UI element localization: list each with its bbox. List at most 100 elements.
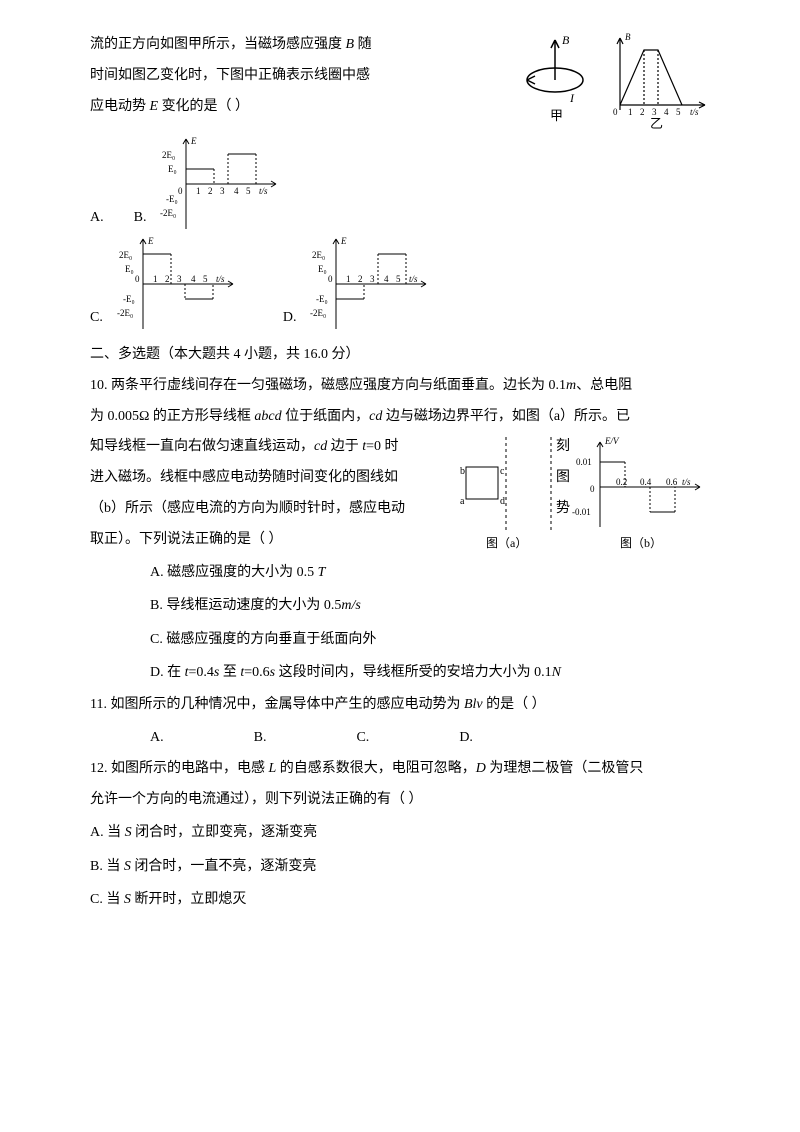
svg-text:0.4: 0.4 xyxy=(640,477,652,487)
svg-text:-E₀: -E₀ xyxy=(316,294,328,304)
svg-text:2E₀: 2E₀ xyxy=(162,150,175,160)
float-char: 势 xyxy=(556,494,570,525)
svg-text:-2E₀: -2E₀ xyxy=(117,308,133,318)
q9-graph-B: E 2E₀ E₀ 0 -E₀ -2E₀ 12345 t/s xyxy=(156,134,286,234)
q11-opt-B[interactable]: B. xyxy=(254,721,267,755)
label-B: B xyxy=(562,33,570,47)
float-char: 图 xyxy=(556,463,570,494)
q10-line6: 取正）。下列说法正确的是（ ） xyxy=(90,525,448,556)
q12-line2: 允许一个方向的电流通过），则下列说法正确的有（ ） xyxy=(90,785,710,816)
svg-text:B: B xyxy=(625,32,631,42)
svg-text:1: 1 xyxy=(346,274,351,284)
q9-fig-jia-zi: B I 甲 B 0 1 2 3 4 5 t/s 乙 xyxy=(510,30,710,130)
q10-line1: 10. 两条平行虚线间存在一匀强磁场，磁感应强度方向与纸面垂直。边长为 0.1m… xyxy=(90,371,710,402)
svg-text:E: E xyxy=(340,236,347,246)
svg-text:5: 5 xyxy=(203,274,208,284)
q10-line4: 进入磁场。线框中感应电动势随时间变化的图线如 xyxy=(90,463,448,494)
q11-stem: 11. 如图所示的几种情况中，金属导体中产生的感应电动势为 Blv 的是（ ） xyxy=(90,690,710,721)
q10-figures: bc ad 图（a） 刻 图 势 xyxy=(456,432,710,552)
q10: 10. 两条平行虚线间存在一匀强磁场，磁感应强度方向与纸面垂直。边长为 0.1m… xyxy=(90,371,710,690)
svg-text:E₀: E₀ xyxy=(168,164,177,174)
svg-text:c: c xyxy=(500,466,505,477)
q9-line1: 流的正方向如图甲所示，当磁场感应强度 B 随 xyxy=(90,30,502,61)
q12-opt-A[interactable]: A. 当 S 闭合时，立即变亮，逐渐变亮 xyxy=(90,816,710,850)
svg-text:-E₀: -E₀ xyxy=(166,194,178,204)
q12-opt-B[interactable]: B. 当 S 闭合时，一直不亮，逐渐变亮 xyxy=(90,850,710,884)
float-char: 刻 xyxy=(556,432,570,463)
q9-opt-B[interactable]: B. xyxy=(134,203,147,234)
svg-text:t/s: t/s xyxy=(259,186,268,196)
svg-text:4: 4 xyxy=(664,107,669,117)
svg-text:0: 0 xyxy=(135,274,140,284)
svg-text:4: 4 xyxy=(191,274,196,284)
var-B: B xyxy=(346,37,355,52)
q11-opt-C[interactable]: C. xyxy=(356,721,369,755)
svg-text:2: 2 xyxy=(165,274,170,284)
svg-text:E₀: E₀ xyxy=(125,264,134,274)
q12: 12. 如图所示的电路中，电感 L 的自感系数很大，电阻可忽略，D 为理想二极管… xyxy=(90,754,710,916)
q9-line3: 应电动势 E 变化的是（ ） xyxy=(90,92,502,123)
q11-opt-D[interactable]: D. xyxy=(459,721,473,755)
svg-text:E: E xyxy=(190,136,197,146)
svg-text:5: 5 xyxy=(676,107,681,117)
q9-graph-C: E 2E₀ E₀ 0 -E₀ -2E₀ 12345 t/s xyxy=(113,234,243,334)
svg-text:d: d xyxy=(500,496,505,507)
svg-text:1: 1 xyxy=(628,107,633,117)
t: 随 xyxy=(354,37,372,52)
svg-text:4: 4 xyxy=(384,274,389,284)
svg-text:-E₀: -E₀ xyxy=(123,294,135,304)
svg-text:E: E xyxy=(147,236,154,246)
svg-text:a: a xyxy=(460,496,465,507)
q9-stem: 流的正方向如图甲所示，当磁场感应强度 B 随 时间如图乙变化时，下图中正确表示线… xyxy=(90,30,710,130)
t: 变化的是（ ） xyxy=(158,99,249,114)
q10-opt-B[interactable]: B. 导线框运动速度的大小为 0.5m/s xyxy=(150,589,710,623)
q10-opt-D[interactable]: D. 在 t=0.4s 至 t=0.6s 这段时间内，导线框所受的安培力大小为 … xyxy=(150,656,710,690)
svg-text:4: 4 xyxy=(234,186,239,196)
svg-text:0.6: 0.6 xyxy=(666,477,678,487)
svg-text:3: 3 xyxy=(220,186,225,196)
q9-text: 流的正方向如图甲所示，当磁场感应强度 B 随 时间如图乙变化时，下图中正确表示线… xyxy=(90,30,502,122)
svg-text:图（a）: 图（a） xyxy=(486,536,527,550)
q10-opt-A[interactable]: A. 磁感应强度的大小为 0.5 T xyxy=(150,556,710,590)
q10-line2: 为 0.005Ω 的正方形导线框 abcd 位于纸面内，cd 边与磁场边界平行，… xyxy=(90,402,710,433)
svg-text:3: 3 xyxy=(370,274,375,284)
svg-text:t/s: t/s xyxy=(682,477,691,487)
svg-text:E₀: E₀ xyxy=(318,264,327,274)
svg-text:5: 5 xyxy=(246,186,251,196)
q9-line2: 时间如图乙变化时，下图中正确表示线圈中感 xyxy=(90,61,502,92)
svg-text:-2E₀: -2E₀ xyxy=(310,308,326,318)
t: 应电动势 xyxy=(90,99,150,114)
q10-line5: （b）所示（感应电流的方向为顺时针时，感应电动 xyxy=(90,494,448,525)
svg-text:0: 0 xyxy=(590,484,595,494)
section-2-heading: 二、多选题（本大题共 4 小题，共 16.0 分） xyxy=(90,340,710,371)
q9-options: A. B. E 2E₀ E₀ 0 -E₀ -2E₀ xyxy=(90,134,710,334)
label-jia: 甲 xyxy=(550,108,563,123)
svg-text:E/V: E/V xyxy=(604,436,620,446)
q11-opt-A[interactable]: A. xyxy=(150,721,164,755)
svg-text:-2E₀: -2E₀ xyxy=(160,208,176,218)
q12-line1: 12. 如图所示的电路中，电感 L 的自感系数很大，电阻可忽略，D 为理想二极管… xyxy=(90,754,710,785)
q9-opt-A[interactable]: A. xyxy=(90,203,104,234)
svg-text:0.01: 0.01 xyxy=(576,457,592,467)
svg-text:图（b）: 图（b） xyxy=(620,536,662,550)
svg-text:0: 0 xyxy=(328,274,333,284)
svg-text:t/s: t/s xyxy=(409,274,418,284)
svg-text:0: 0 xyxy=(178,186,183,196)
svg-text:t/s: t/s xyxy=(216,274,225,284)
svg-text:t/s: t/s xyxy=(690,107,699,117)
svg-text:1: 1 xyxy=(153,274,158,284)
svg-text:2: 2 xyxy=(208,186,213,196)
svg-text:乙: 乙 xyxy=(650,116,663,130)
q10-opt-C[interactable]: C. 磁感应强度的方向垂直于纸面向外 xyxy=(150,623,710,657)
q12-opt-C[interactable]: C. 当 S 断开时，立即熄灭 xyxy=(90,883,710,917)
q9-opt-D[interactable]: D. xyxy=(283,303,297,334)
q9-opt-C[interactable]: C. xyxy=(90,303,103,334)
q10-line3: 知导线框一直向右做匀速直线运动，cd 边于 t=0 时 xyxy=(90,432,448,463)
svg-text:2: 2 xyxy=(358,274,363,284)
svg-text:5: 5 xyxy=(396,274,401,284)
t: 流的正方向如图甲所示，当磁场感应强度 xyxy=(90,37,346,52)
svg-text:2E₀: 2E₀ xyxy=(312,250,325,260)
q11: 11. 如图所示的几种情况中，金属导体中产生的感应电动势为 Blv 的是（ ） … xyxy=(90,690,710,754)
var-E: E xyxy=(150,99,159,114)
svg-text:2E₀: 2E₀ xyxy=(119,250,132,260)
